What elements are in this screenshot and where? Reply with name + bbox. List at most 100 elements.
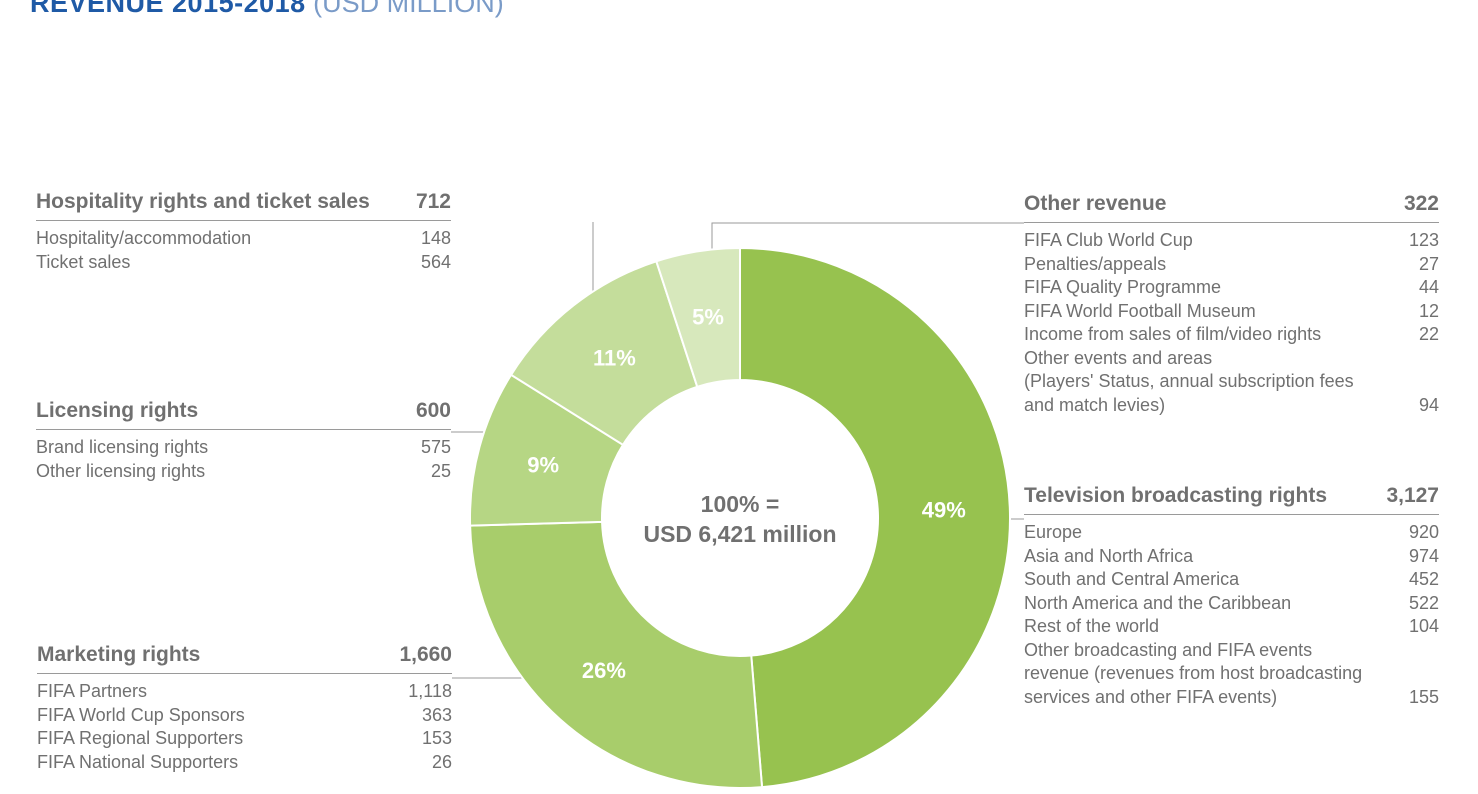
line-item-label: Other broadcasting and FIFA events reven… [1024, 639, 1363, 707]
line-item-label: Other licensing rights [36, 460, 206, 481]
line-item-value: 363 [421, 704, 452, 725]
group-items: Europe 920 Asia and North Africa 974 South a… [1024, 521, 1439, 709]
group-header: Marketing rights 1,660 [37, 643, 452, 674]
line-item: North America and the Caribbean 522 [1024, 592, 1439, 616]
marketing-group: Marketing rights 1,660 FIFA Partners 1,11… [37, 643, 452, 774]
donut-slice [469, 520, 764, 789]
line-item: Other broadcasting and FIFA events reven… [1024, 639, 1439, 710]
line-item: Other events and areas (Players' Status,… [1024, 347, 1439, 418]
line-item-value: 104 [1408, 616, 1439, 636]
group-total: 712 [415, 190, 451, 213]
line-item: Europe 920 [1024, 521, 1439, 545]
line-item: Other licensing rights 25 [36, 460, 451, 484]
page-title: REVENUE 2015-2018 (USD MILLION) [30, 0, 504, 18]
slice-percent-label: 11% [593, 345, 636, 370]
other-revenue-group: Other revenue 322 FIFA Club World Cup 123… [1024, 192, 1439, 417]
group-total: 322 [1403, 192, 1439, 215]
line-item-value: 522 [1408, 592, 1439, 613]
group-title: Licensing rights [36, 399, 199, 422]
line-item: Penalties/appeals 27 [1024, 253, 1439, 277]
line-item-value: 575 [420, 437, 451, 457]
line-item-value: 25 [430, 460, 451, 481]
line-item-value: 155 [1408, 686, 1439, 707]
line-item-label: South and Central America [1024, 569, 1240, 589]
group-items: Hospitality/accommodation 148 Ticket sales… [36, 227, 451, 274]
line-item-label: Penalties/appeals [1024, 253, 1167, 274]
group-header: Licensing rights 600 [36, 399, 451, 430]
line-item-label: FIFA Regional Supporters [37, 728, 244, 748]
line-item-label: Income from sales of film/video rights [1024, 324, 1322, 344]
line-item-value: 148 [420, 228, 451, 248]
line-item-label: FIFA World Cup Sponsors [37, 704, 245, 725]
line-item-label: North America and the Caribbean [1024, 592, 1292, 613]
group-items: FIFA Partners 1,118 FIFA World Cup Sponsor… [37, 680, 452, 774]
line-item-value: 974 [1408, 545, 1439, 566]
line-item: Ticket sales 564 [36, 251, 451, 275]
line-item-value: 452 [1408, 569, 1439, 589]
slice-percent-label: 49% [922, 498, 966, 523]
line-item-label: Brand licensing rights [36, 437, 209, 457]
connector-line-other [711, 222, 1024, 260]
donut-slice [655, 246, 741, 389]
line-item-value: 44 [1418, 277, 1439, 297]
page-title-unit: (USD MILLION) [313, 0, 504, 18]
line-item-label: Europe [1024, 522, 1083, 542]
line-item-value: 564 [420, 251, 451, 272]
line-item: Brand licensing rights 575 [36, 436, 451, 460]
line-item: Rest of the world 104 [1024, 615, 1439, 639]
line-item-label: Ticket sales [36, 251, 131, 272]
line-item: FIFA World Football Museum 12 [1024, 300, 1439, 324]
group-total: 600 [415, 399, 451, 422]
line-item-value: 123 [1408, 230, 1439, 250]
line-item-label: FIFA Partners [37, 681, 148, 701]
line-item-label: FIFA Quality Programme [1024, 277, 1222, 297]
line-item: FIFA National Supporters 26 [37, 751, 452, 775]
line-item: Income from sales of film/video rights 22 [1024, 323, 1439, 347]
line-item-label: FIFA National Supporters [37, 751, 239, 772]
group-title: Television broadcasting rights [1024, 484, 1328, 507]
television-group: Television broadcasting rights 3,127 Eur… [1024, 484, 1439, 709]
group-total: 1,660 [399, 643, 452, 666]
line-item-label: Asia and North Africa [1024, 545, 1194, 566]
donut-center-label: USD 6,421 million [643, 521, 836, 547]
line-item: FIFA Regional Supporters 153 [37, 727, 452, 751]
slice-percent-label: 9% [527, 452, 559, 477]
line-item: FIFA Club World Cup 123 [1024, 229, 1439, 253]
group-items: Brand licensing rights 575 Other licensing… [36, 436, 451, 483]
donut-center-label: 100% = [701, 491, 780, 517]
line-item-label: Rest of the world [1024, 616, 1160, 636]
line-item-value: 94 [1418, 394, 1439, 415]
line-item-label: Hospitality/accommodation [36, 228, 252, 248]
line-item-value: 26 [431, 751, 452, 772]
donut-slice [739, 246, 1011, 789]
line-item: Hospitality/accommodation 148 [36, 227, 451, 251]
line-item-value: 920 [1408, 522, 1439, 542]
line-item-value: 153 [421, 728, 452, 748]
line-item-label: FIFA Club World Cup [1024, 230, 1193, 250]
line-item-label: FIFA World Football Museum [1024, 300, 1256, 321]
group-title: Other revenue [1024, 192, 1167, 215]
line-item-value: 1,118 [408, 681, 452, 701]
group-title: Hospitality rights and ticket sales [36, 190, 370, 213]
line-item-label: Other events and areas (Players' Status,… [1024, 347, 1354, 415]
line-item-value: 12 [1418, 300, 1439, 321]
group-title: Marketing rights [37, 643, 201, 666]
line-item: South and Central America 452 [1024, 568, 1439, 592]
line-item: FIFA Quality Programme 44 [1024, 276, 1439, 300]
line-item-value: 22 [1418, 324, 1439, 344]
page-title-main: REVENUE 2015-2018 [30, 0, 306, 18]
line-item: FIFA World Cup Sponsors 363 [37, 704, 452, 728]
licensing-group: Licensing rights 600 Brand licensing rig… [36, 399, 451, 483]
group-total: 3,127 [1386, 484, 1439, 507]
line-item-value: 27 [1418, 253, 1439, 274]
group-header: Other revenue 322 [1024, 192, 1439, 223]
slice-percent-label: 26% [582, 658, 626, 683]
hospitality-group: Hospitality rights and ticket sales 712 … [36, 190, 451, 274]
slice-percent-label: 5% [692, 305, 724, 330]
line-item: FIFA Partners 1,118 [37, 680, 452, 704]
line-item: Asia and North Africa 974 [1024, 545, 1439, 569]
group-header: Hospitality rights and ticket sales 712 [36, 190, 451, 221]
group-header: Television broadcasting rights 3,127 [1024, 484, 1439, 515]
group-items: FIFA Club World Cup 123 Penalties/appeals 2… [1024, 229, 1439, 417]
